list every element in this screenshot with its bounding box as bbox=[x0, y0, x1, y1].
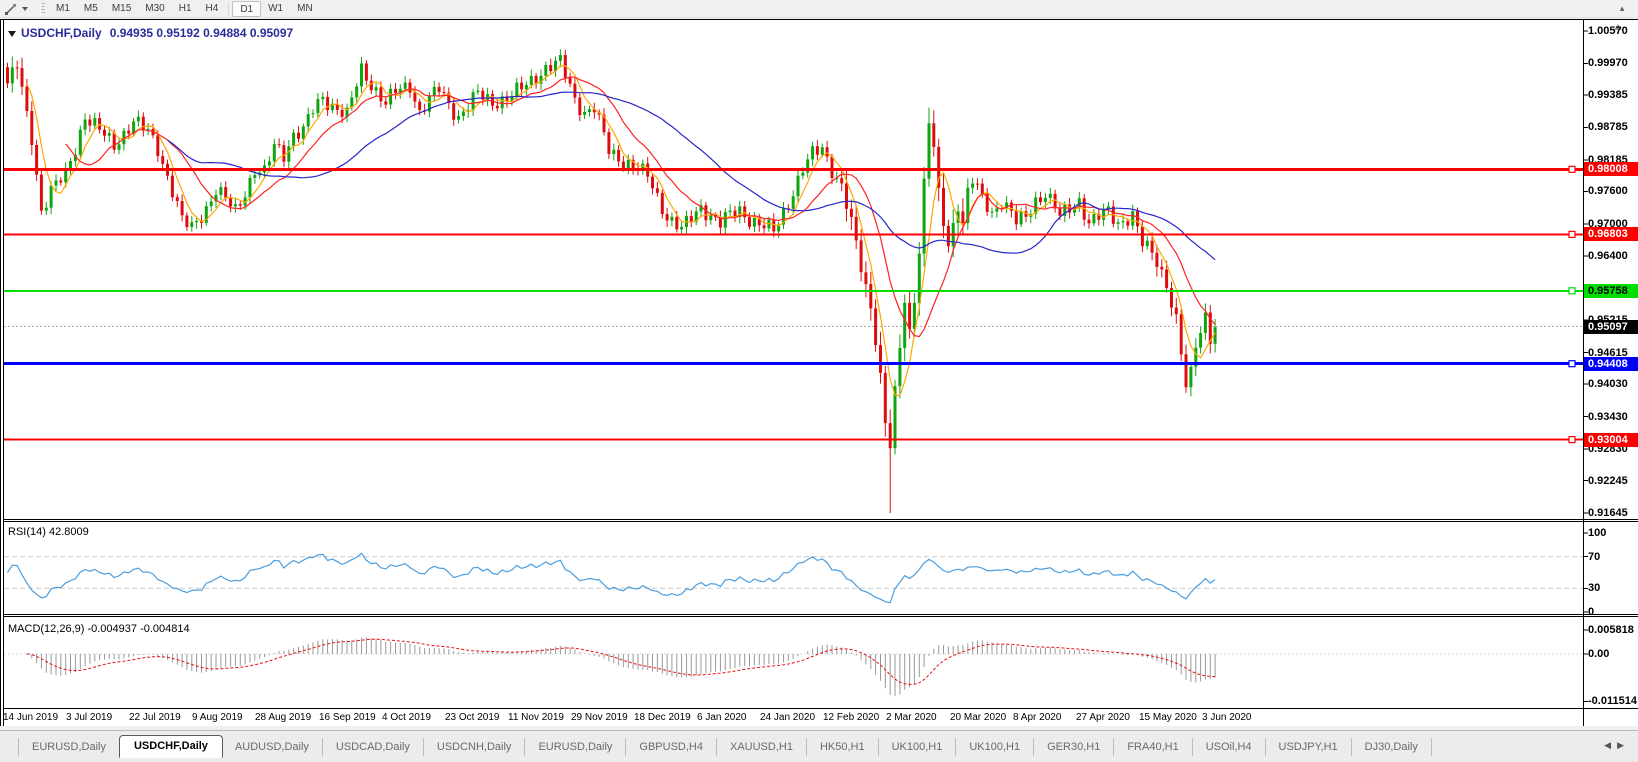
timeframe-button-h4[interactable]: H4 bbox=[205, 2, 219, 14]
chart-title: USDCHF,Daily 0.94935 0.95192 0.94884 0.95… bbox=[8, 26, 293, 40]
current-price-label: 0.95097 bbox=[1584, 320, 1638, 334]
macd-axis-tick: 0.00 bbox=[1588, 648, 1610, 660]
chart-tab[interactable]: DJ30,Daily bbox=[1352, 737, 1432, 756]
chart-tab[interactable]: USDCAD,Daily bbox=[323, 737, 424, 756]
price-axis-tick: 0.91645 bbox=[1588, 507, 1628, 519]
crosshair-tool-icon[interactable] bbox=[4, 3, 18, 15]
date-axis-label: 8 Apr 2020 bbox=[1013, 712, 1062, 723]
hline-price-label: 0.93004 bbox=[1584, 433, 1638, 447]
date-axis-label: 6 Jan 2020 bbox=[697, 712, 747, 723]
price-axis-tick: 0.94030 bbox=[1588, 378, 1628, 390]
price-axis-tick: 0.99970 bbox=[1588, 57, 1628, 69]
timeframe-button-m30[interactable]: M30 bbox=[145, 2, 165, 14]
rsi-axis-tick: 70 bbox=[1588, 551, 1601, 563]
rsi-axis-tick: 100 bbox=[1588, 527, 1607, 539]
date-axis-label: 9 Aug 2019 bbox=[192, 712, 243, 723]
chart-tab[interactable]: GBPUSD,H4 bbox=[626, 737, 717, 756]
timeframe-button-m1[interactable]: M1 bbox=[56, 2, 70, 14]
chart-ohlc-values: 0.94935 0.95192 0.94884 0.95097 bbox=[109, 26, 294, 40]
date-axis-label: 29 Nov 2019 bbox=[571, 712, 628, 723]
timeframe-toolbar: M1 M5 M15 M30 H1 H4 D1 W1 MN bbox=[49, 0, 320, 17]
rsi-axis-tick: 0 bbox=[1588, 606, 1595, 618]
chart-tab[interactable]: HK50,H1 bbox=[807, 737, 879, 756]
toolbar-grip bbox=[40, 2, 45, 15]
chart-tab[interactable]: EURUSD,Daily bbox=[525, 737, 627, 756]
date-axis-label: 20 Mar 2020 bbox=[950, 712, 1007, 723]
price-axis-tick: 0.94615 bbox=[1588, 347, 1628, 359]
date-axis-label: 16 Sep 2019 bbox=[319, 712, 376, 723]
timeframe-button-m5[interactable]: M5 bbox=[83, 2, 98, 14]
chart-tab[interactable]: UK100,H1 bbox=[879, 737, 957, 756]
chart-shift-marker bbox=[1614, 24, 1622, 30]
hline-price-label: 0.95758 bbox=[1584, 284, 1638, 298]
chart-tab[interactable]: AUDUSD,Daily bbox=[222, 737, 323, 756]
chart-symbol: USDCHF,Daily bbox=[21, 26, 102, 40]
tab-scroll-left-icon[interactable]: ◀ bbox=[1604, 740, 1618, 750]
price-axis-tick: 0.98785 bbox=[1588, 121, 1628, 133]
chart-tabs: EURUSD,Daily USDCHF,Daily AUDUSD,Daily USDC… bbox=[0, 731, 1432, 762]
date-axis-label: 12 Feb 2020 bbox=[823, 712, 880, 723]
chart-tab[interactable]: XAUUSD,H1 bbox=[717, 737, 807, 756]
tool-dropdown-caret-icon[interactable] bbox=[22, 6, 28, 11]
hline-price-label: 0.96803 bbox=[1584, 227, 1638, 241]
date-axis-label: 28 Aug 2019 bbox=[255, 712, 312, 723]
date-axis-label: 23 Oct 2019 bbox=[445, 712, 500, 723]
timeframe-button-m15[interactable]: M15 bbox=[111, 2, 132, 14]
price-axis-tick: 0.99385 bbox=[1588, 89, 1628, 101]
date-axis-label: 24 Jan 2020 bbox=[760, 712, 816, 723]
macd-indicator-label: MACD(12,26,9) -0.004937 -0.004814 bbox=[8, 623, 190, 635]
rsi-axis-tick: 30 bbox=[1588, 582, 1601, 594]
chart-tab[interactable]: EURUSD,Daily bbox=[18, 737, 120, 756]
toolbar-overflow-icon[interactable]: ▲ bbox=[1618, 4, 1626, 13]
date-axis-label: 2 Mar 2020 bbox=[886, 712, 937, 723]
macd-axis-tick: -0.011514 bbox=[1588, 695, 1637, 707]
date-axis-label: 3 Jul 2019 bbox=[66, 712, 113, 723]
chart-tab[interactable]: USDJPY,H1 bbox=[1266, 737, 1352, 756]
date-axis-label: 22 Jul 2019 bbox=[129, 712, 181, 723]
date-axis-label: 11 Nov 2019 bbox=[508, 712, 564, 723]
chart-tab[interactable]: UK100,H1 bbox=[956, 737, 1035, 756]
top-toolbar: M1 M5 M15 M30 H1 H4 D1 W1 MN ▲ bbox=[0, 0, 1638, 18]
chart-tool-group bbox=[0, 0, 36, 17]
price-axis-tick: 0.96400 bbox=[1588, 250, 1628, 262]
hline-price-label: 0.94408 bbox=[1584, 357, 1638, 371]
chart-tab[interactable]: USDCNH,Daily bbox=[424, 737, 526, 756]
tab-scroll-right-icon[interactable]: ▶ bbox=[1617, 740, 1630, 750]
date-axis-label: 27 Apr 2020 bbox=[1076, 712, 1130, 723]
hline-price-label: 0.98008 bbox=[1584, 162, 1638, 176]
date-axis-label: 4 Oct 2019 bbox=[382, 712, 431, 723]
timeframe-button-w1[interactable]: W1 bbox=[268, 2, 284, 14]
price-axis-tick: 0.97600 bbox=[1588, 185, 1628, 197]
chart-tab-bar: EURUSD,Daily USDCHF,Daily AUDUSD,Daily USDC… bbox=[0, 730, 1638, 762]
chart-tab[interactable]: GER30,H1 bbox=[1034, 737, 1115, 756]
price-axis-tick: 0.93430 bbox=[1588, 411, 1628, 423]
macd-axis-tick: 0.005818 bbox=[1588, 624, 1634, 636]
date-axis-label: 3 Jun 2020 bbox=[1202, 712, 1252, 723]
chart-tab-active[interactable]: USDCHF,Daily bbox=[118, 735, 223, 758]
date-axis-label: 14 Jun 2019 bbox=[3, 712, 59, 723]
collapse-triangle-icon[interactable] bbox=[8, 31, 16, 37]
toolbar-separator bbox=[228, 2, 230, 15]
date-axis-label: 15 May 2020 bbox=[1139, 712, 1197, 723]
chart-window[interactable]: USDCHF,Daily 0.94935 0.95192 0.94884 0.95… bbox=[0, 19, 1638, 726]
chart-tab[interactable]: FRA40,H1 bbox=[1114, 737, 1193, 756]
timeframe-button-h1[interactable]: H1 bbox=[178, 2, 192, 14]
timeframe-button-mn[interactable]: MN bbox=[297, 2, 313, 14]
price-axis-tick: 1.00570 bbox=[1588, 25, 1628, 37]
tab-scroll-arrows: ◀▶ bbox=[1604, 740, 1630, 751]
timeframe-button-d1[interactable]: D1 bbox=[232, 0, 262, 17]
price-axis-tick: 0.92245 bbox=[1588, 475, 1628, 487]
rsi-indicator-label: RSI(14) 42.8009 bbox=[8, 526, 89, 538]
chart-canvas[interactable] bbox=[0, 19, 1638, 726]
chart-tab[interactable]: USOil,H4 bbox=[1193, 737, 1266, 756]
date-axis-label: 18 Dec 2019 bbox=[634, 712, 691, 723]
